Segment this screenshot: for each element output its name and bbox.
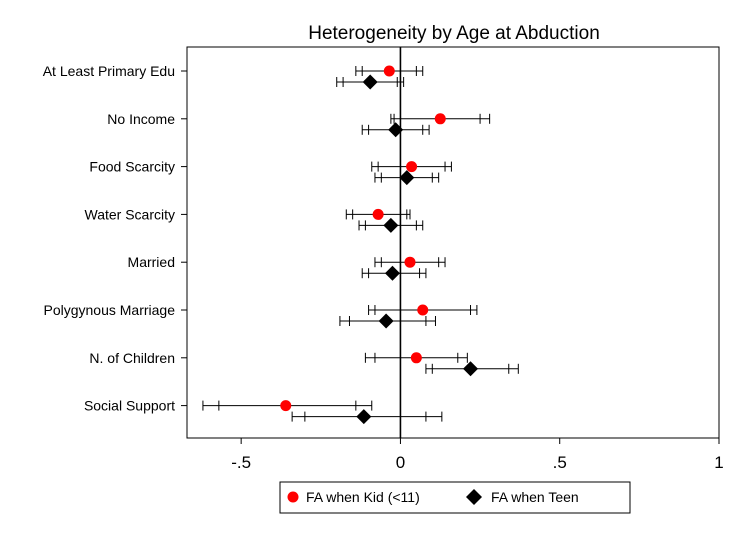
point-teen-marker	[384, 265, 400, 281]
point-teen-marker	[356, 409, 372, 425]
legend-kid-label: FA when Kid (<11)	[306, 489, 420, 505]
legend-kid-marker	[287, 491, 299, 503]
point-kid-marker	[406, 161, 418, 173]
point-kid-marker	[404, 256, 416, 268]
category-label: Polygynous Marriage	[43, 302, 175, 318]
point-kid-marker	[410, 352, 422, 364]
point-kid-marker	[372, 208, 384, 220]
point-teen-marker	[362, 74, 378, 90]
legend-teen-marker	[466, 489, 482, 505]
point-kid-marker	[383, 65, 395, 77]
plot-layer	[202, 47, 519, 438]
x-tick-label: -.5	[231, 453, 251, 472]
point-teen-marker	[383, 217, 399, 233]
chart-title: Heterogeneity by Age at Abduction	[308, 23, 600, 44]
point-kid-marker	[434, 113, 446, 125]
category-label: Food Scarcity	[89, 159, 175, 175]
category-label: Water Scarcity	[85, 206, 176, 222]
x-tick-label: 0	[396, 453, 405, 472]
legend: FA when Kid (<11) FA when Teen	[279, 481, 631, 514]
point-teen-marker	[378, 313, 394, 329]
legend-box	[279, 481, 631, 514]
category-label: N. of Children	[89, 350, 175, 366]
x-tick-label: .5	[553, 453, 567, 472]
category-label: Social Support	[84, 398, 175, 414]
category-label: No Income	[107, 111, 175, 127]
x-tick-label: 1	[714, 453, 723, 472]
point-teen-marker	[388, 122, 404, 138]
point-teen-marker	[399, 170, 415, 186]
category-label: Married	[128, 254, 175, 270]
point-teen-marker	[463, 361, 479, 377]
point-kid-marker	[280, 400, 292, 412]
x-axis: -.5 0 .5 1	[231, 438, 724, 472]
category-label: At Least Primary Edu	[43, 63, 175, 79]
point-kid-marker	[417, 304, 429, 316]
y-axis-categories: At Least Primary Edu No Income Food Scarci…	[43, 63, 187, 414]
plot-area	[186, 46, 720, 439]
legend-teen-label: FA when Teen	[491, 489, 579, 505]
